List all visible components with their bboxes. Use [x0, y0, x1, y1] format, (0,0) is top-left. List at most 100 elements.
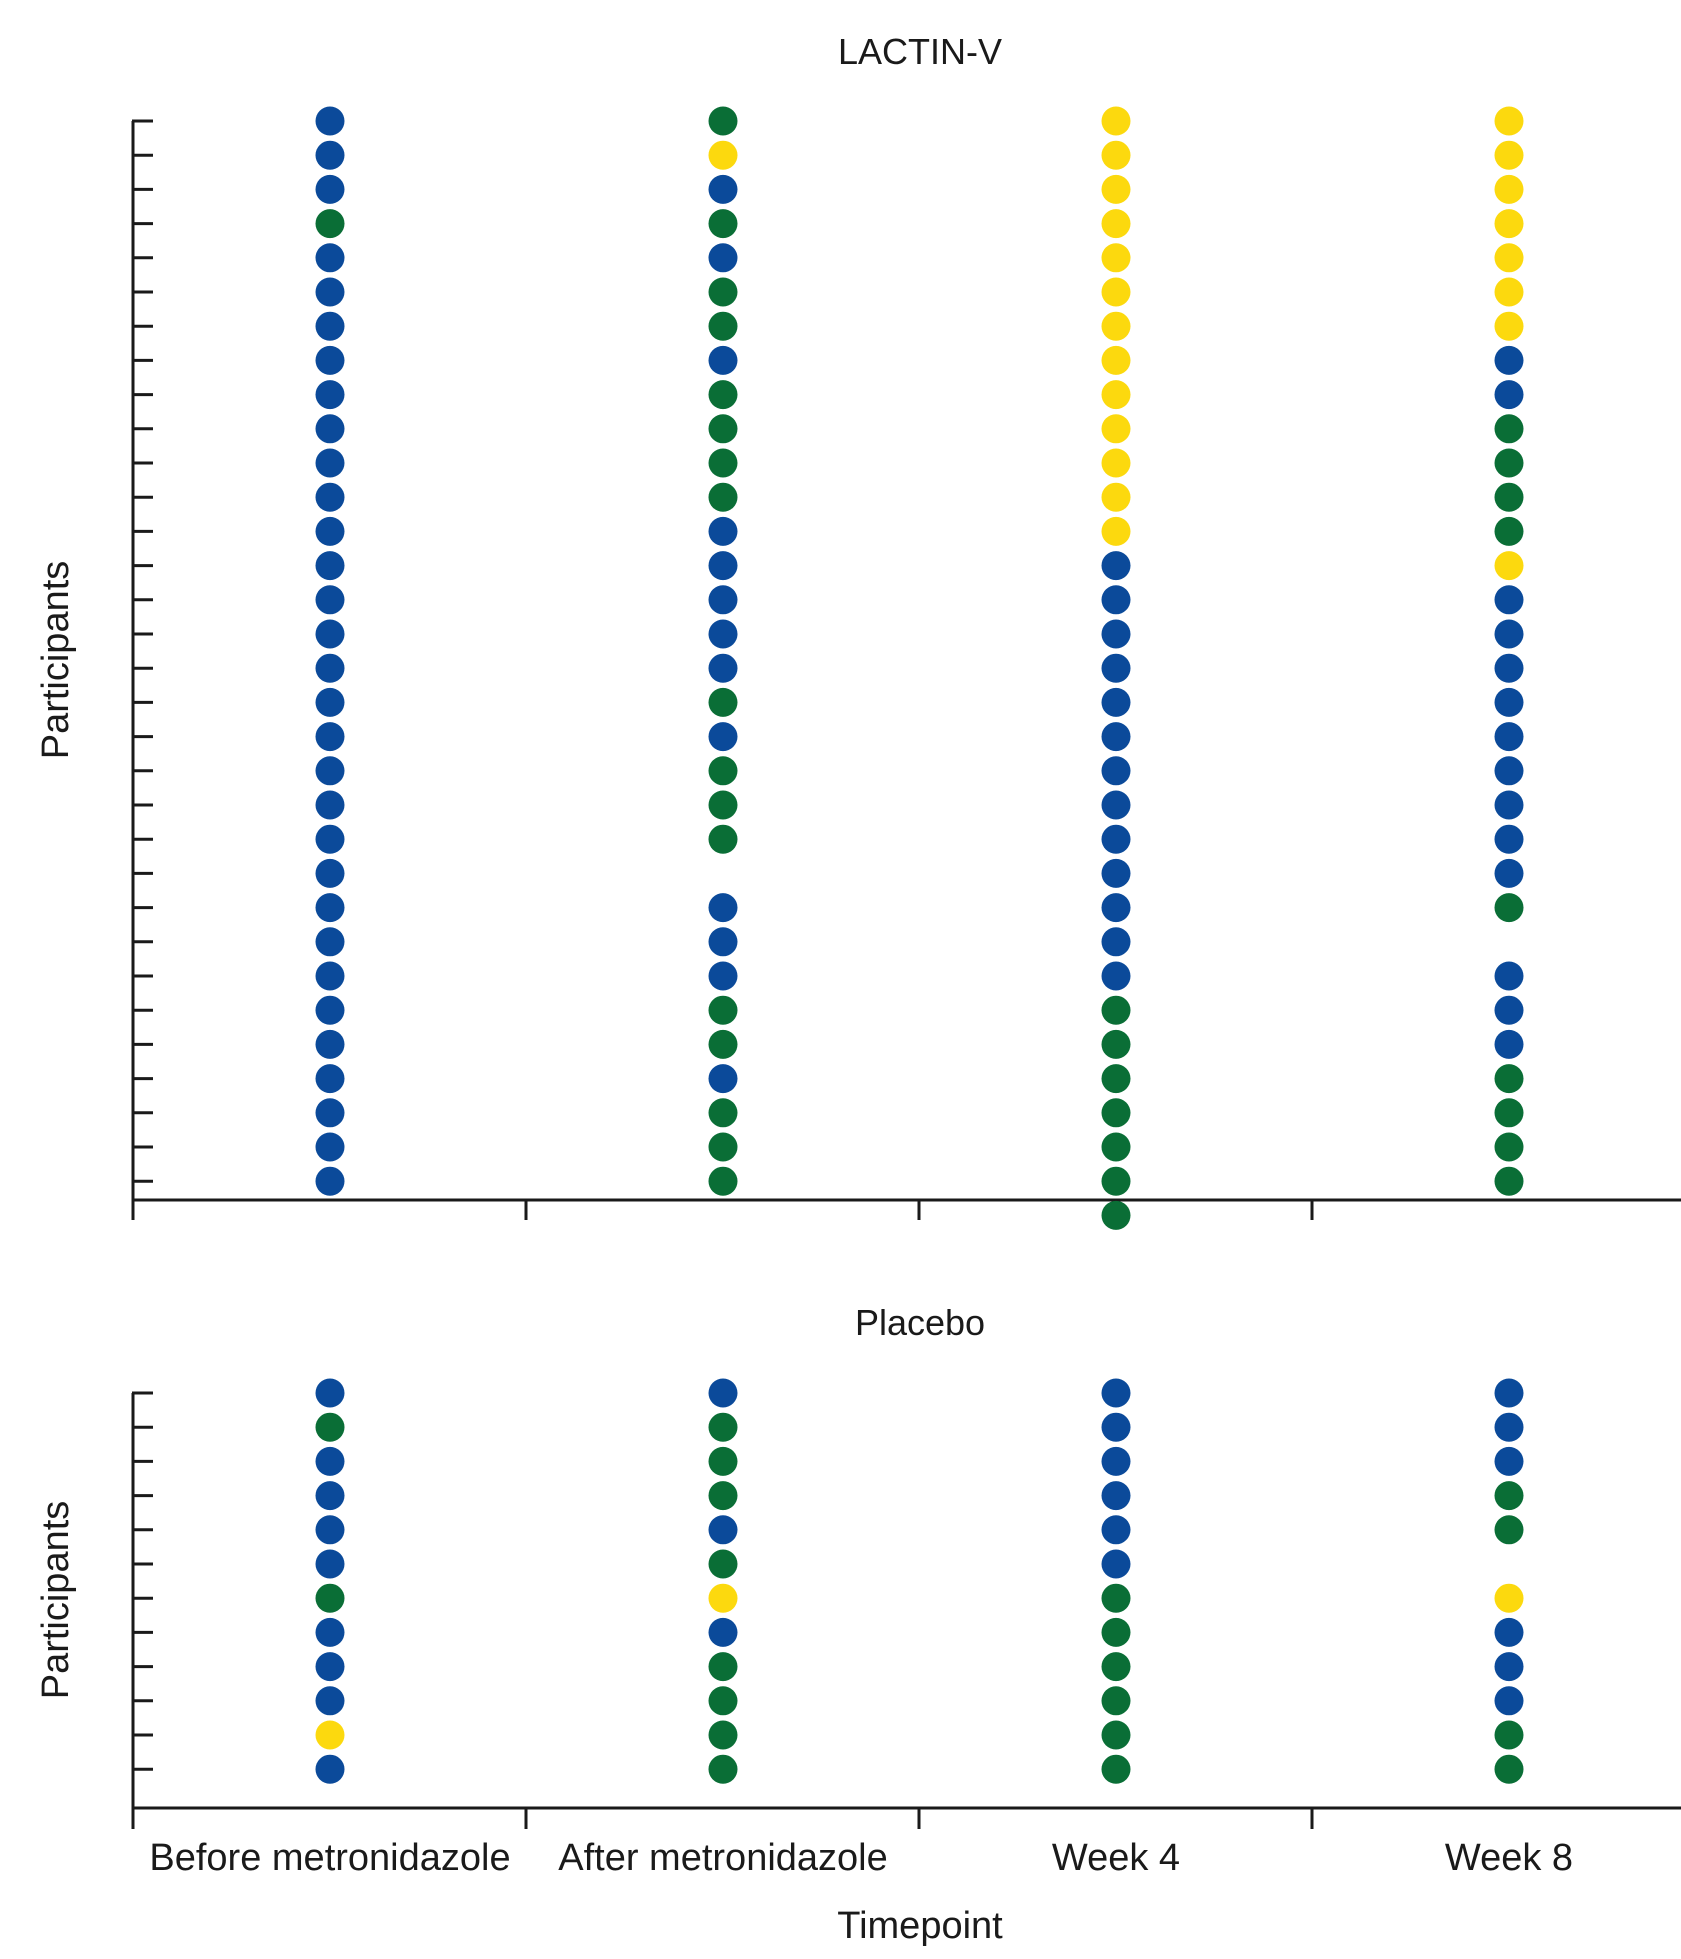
participant-dot-yellow	[1101, 448, 1131, 478]
participant-dot-blue	[1494, 1446, 1524, 1476]
participant-dot-green	[1101, 995, 1131, 1025]
participant-dot-green	[1494, 1720, 1524, 1750]
participant-dot-blue	[1494, 824, 1524, 854]
x-tick-label-week-4: Week 4	[1052, 1837, 1180, 1879]
participant-dot-green	[708, 209, 738, 239]
participant-dot-blue	[315, 277, 345, 307]
participant-dot-blue	[315, 927, 345, 957]
participant-dot-green	[708, 1446, 738, 1476]
participant-dot-blue	[315, 1132, 345, 1162]
participant-dot-blue	[1101, 1378, 1131, 1408]
participant-dot-blue	[1101, 858, 1131, 888]
participant-dot-blue	[1494, 995, 1524, 1025]
participant-dot-blue	[708, 722, 738, 752]
participant-dot-blue	[315, 995, 345, 1025]
participant-dot-green	[315, 209, 345, 239]
participant-dot-blue	[1101, 961, 1131, 991]
participant-dot-green	[708, 380, 738, 410]
participant-dot-yellow	[1101, 106, 1131, 136]
participant-dot-blue	[708, 653, 738, 683]
participant-dot-green	[1101, 1029, 1131, 1059]
participant-dot-blue	[1494, 1412, 1524, 1442]
participant-dot-yellow	[1101, 174, 1131, 204]
participant-dot-green	[1494, 516, 1524, 546]
panel-lactin-v: LACTIN-V Participants	[35, 31, 1681, 1230]
participant-dot-yellow	[708, 140, 738, 170]
participant-dot-green	[1101, 1617, 1131, 1647]
participant-dot-blue	[1494, 585, 1524, 615]
participant-dot-yellow	[1494, 209, 1524, 239]
participant-dot-blue	[315, 619, 345, 649]
panel-title-placebo: Placebo	[855, 1302, 985, 1343]
participant-dot-blue	[315, 140, 345, 170]
participant-dot-blue	[708, 1617, 738, 1647]
participant-dot-green	[1494, 1754, 1524, 1784]
participant-dot-blue	[315, 1378, 345, 1408]
participant-dot-yellow	[1101, 311, 1131, 341]
participant-dot-blue	[315, 1098, 345, 1128]
panel-title-lactin-v: LACTIN-V	[838, 31, 1002, 72]
participant-dot-yellow	[1494, 277, 1524, 307]
participant-dot-yellow	[1101, 482, 1131, 512]
participant-dot-blue	[708, 243, 738, 273]
participant-dot-blue	[315, 1754, 345, 1784]
participant-dot-blue	[315, 243, 345, 273]
participant-dot-green	[708, 1686, 738, 1716]
participant-dot-blue	[315, 756, 345, 786]
participant-dot-green	[1101, 1132, 1131, 1162]
participant-dot-green	[1494, 1166, 1524, 1196]
participant-dot-blue	[1494, 722, 1524, 752]
participant-dot-yellow	[1101, 380, 1131, 410]
participant-dot-blue	[315, 414, 345, 444]
participant-dot-blue	[1494, 1378, 1524, 1408]
participant-dot-green	[1101, 1754, 1131, 1784]
participant-dot-green	[708, 1652, 738, 1682]
participant-dot-yellow	[1494, 311, 1524, 341]
participant-dot-green	[708, 1549, 738, 1579]
participant-dot-green	[708, 756, 738, 786]
participant-dot-green	[708, 106, 738, 136]
participant-dot-blue	[315, 482, 345, 512]
participant-dot-yellow	[1494, 243, 1524, 273]
participant-dot-blue	[1101, 927, 1131, 957]
participant-dot-green	[708, 1132, 738, 1162]
participant-dot-yellow	[1101, 345, 1131, 375]
participant-dot-blue	[315, 516, 345, 546]
x-tick-labels: Before metronidazole After metronidazole…	[149, 1837, 1573, 1879]
participant-dot-green	[1101, 1064, 1131, 1094]
participant-dot-blue	[315, 1446, 345, 1476]
participant-dot-green	[708, 1412, 738, 1442]
participant-dot-green	[708, 1754, 738, 1784]
participant-dot-blue	[315, 448, 345, 478]
participant-dot-blue	[315, 1686, 345, 1716]
participant-dot-green	[708, 790, 738, 820]
participant-dot-blue	[315, 1652, 345, 1682]
participant-dot-blue	[1101, 790, 1131, 820]
participant-dot-yellow	[1101, 140, 1131, 170]
participant-dot-blue	[1494, 1617, 1524, 1647]
participant-dot-blue	[315, 1481, 345, 1511]
participant-dot-blue	[315, 858, 345, 888]
participant-dot-green	[1494, 1132, 1524, 1162]
participant-dot-blue	[315, 1515, 345, 1545]
participant-dot-green	[1101, 1166, 1131, 1196]
participant-dot-blue	[1101, 893, 1131, 923]
participant-dot-blue	[1101, 585, 1131, 615]
axes-placebo	[131, 1391, 1681, 1829]
participant-dot-yellow	[1494, 1583, 1524, 1613]
participant-dot-blue	[1101, 756, 1131, 786]
dots-lactin-v	[315, 106, 1524, 1230]
participant-dot-yellow	[315, 1720, 345, 1750]
participant-dot-blue	[315, 380, 345, 410]
participant-dot-blue	[708, 551, 738, 581]
participant-dot-blue	[708, 961, 738, 991]
participant-dot-yellow	[1101, 516, 1131, 546]
participant-dot-green	[1494, 893, 1524, 923]
participant-dot-green	[708, 995, 738, 1025]
participant-dot-blue	[315, 585, 345, 615]
participant-dot-blue	[1101, 1549, 1131, 1579]
participant-dot-blue	[315, 551, 345, 581]
x-tick-label-before-metronidazole: Before metronidazole	[149, 1837, 510, 1879]
participant-dot-blue	[315, 311, 345, 341]
